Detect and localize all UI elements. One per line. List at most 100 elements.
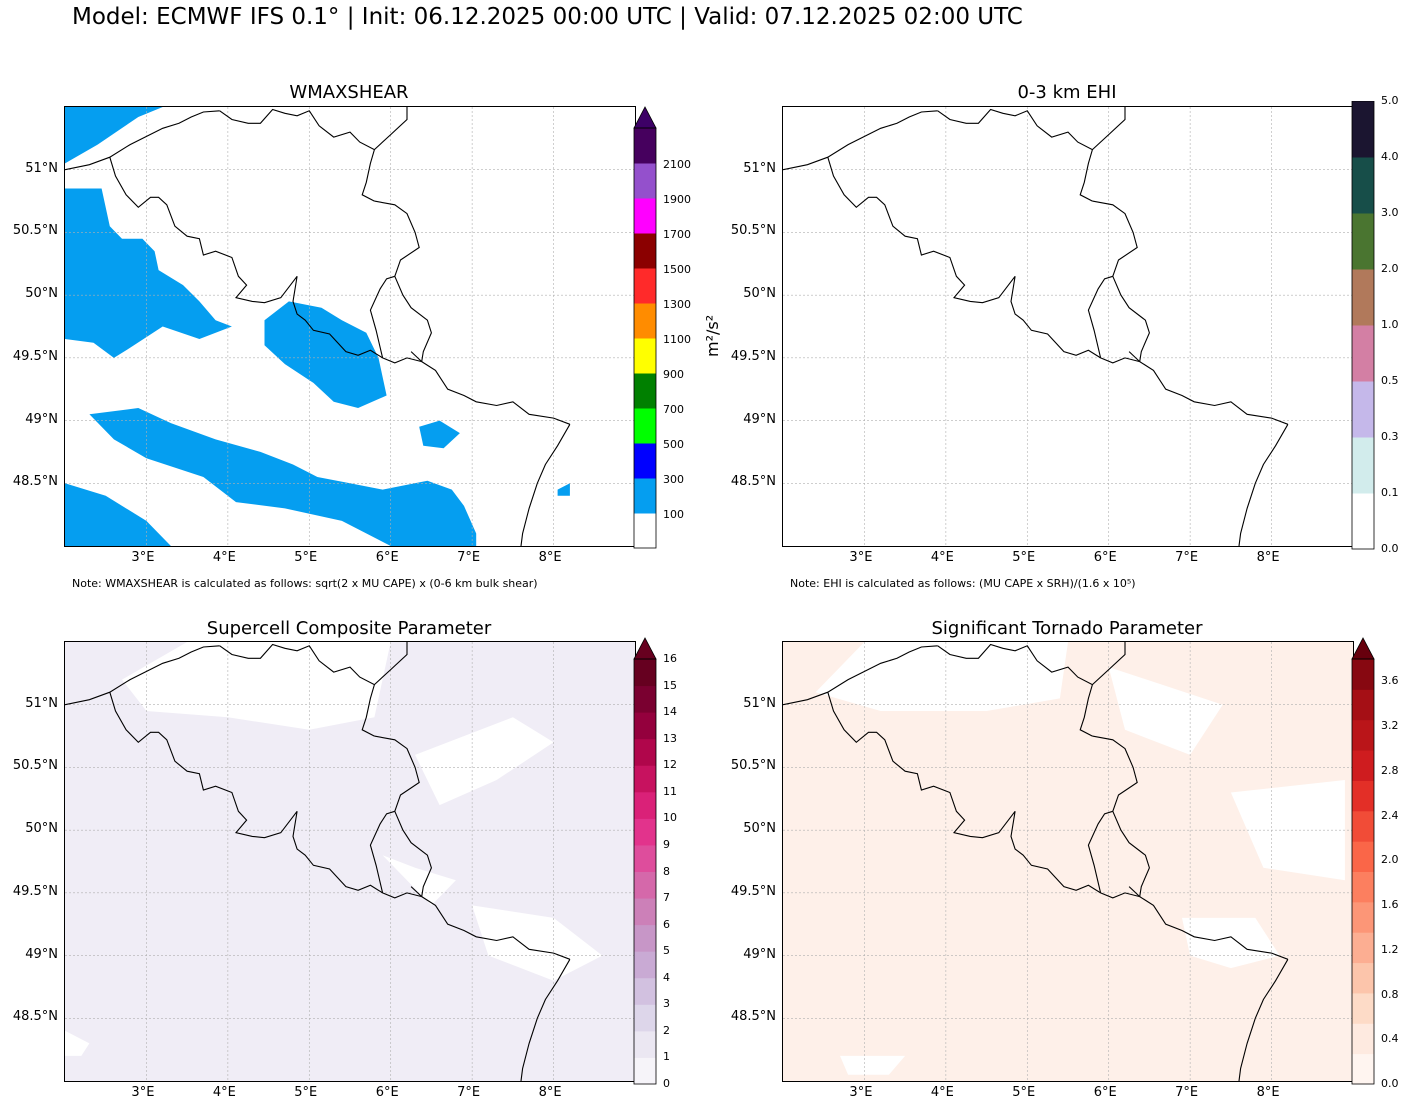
panel-title-supercell-composite-parameter: Supercell Composite Parameter	[206, 618, 492, 639]
colorbar-tick-label: 1.2	[1381, 942, 1399, 956]
colorbar-tick-label: 2	[663, 1023, 670, 1037]
colorbar-tick-label: 1.6	[1381, 898, 1399, 912]
colorbar-tick-label: 2.0	[1381, 853, 1399, 867]
lon-tick-label: 4°E	[212, 550, 236, 565]
colorbar-swatch	[634, 1030, 656, 1058]
colorbar-tick-label: 11	[663, 784, 677, 798]
colorbar-tick-label: 4.0	[1381, 150, 1399, 163]
colorbar-tick-label: 900	[663, 367, 684, 381]
field-contour	[557, 483, 570, 496]
colorbar-tick-label: 7	[663, 891, 670, 905]
lon-tick-label: 8°E	[538, 1085, 562, 1100]
colorbar-swatch	[1352, 689, 1374, 721]
colorbar-tick-label: 14	[663, 705, 677, 719]
colorbar-tick-label: 500	[663, 437, 684, 451]
lon-tick-label: 4°E	[212, 1085, 236, 1100]
country-border	[783, 110, 938, 171]
colorbar-swatch	[1352, 719, 1374, 751]
panel-title-0-3-km-ehi: 0-3 km EHI	[1017, 82, 1117, 103]
lon-tick-label: 7°E	[457, 550, 481, 565]
colorbar-swatch	[634, 233, 656, 269]
lon-tick-label: 4°E	[930, 1085, 954, 1100]
colorbar-swatch	[634, 791, 656, 819]
map-canvas	[783, 107, 1353, 546]
colorbar-tick-label: 1700	[663, 227, 691, 241]
colorbar	[633, 637, 657, 1090]
lat-tick-label: 50°N	[25, 821, 58, 837]
colorbar-swatch	[634, 478, 656, 514]
field-contour	[65, 483, 171, 546]
lat-tick-label: 50.5°N	[12, 758, 58, 774]
colorbar-outline	[1351, 100, 1375, 550]
map-significant-tornado-parameter[interactable]	[782, 641, 1354, 1082]
colorbar-swatch	[634, 765, 656, 793]
colorbar-swatch	[634, 712, 656, 740]
colorbar-swatch	[1352, 932, 1374, 964]
country-border	[1100, 892, 1140, 899]
colorbar-tick-label: 2100	[663, 157, 691, 171]
lon-tick-label: 8°E	[1256, 1085, 1280, 1100]
panel-note: Note: WMAXSHEAR is calculated as follows…	[72, 577, 538, 590]
country-border	[1128, 351, 1141, 363]
country-border	[1092, 200, 1138, 277]
colorbar-tick-label: 5.0	[1381, 94, 1399, 107]
country-border	[1087, 810, 1113, 894]
colorbar-swatch	[1352, 381, 1374, 438]
map-supercell-composite-parameter[interactable]	[64, 641, 636, 1082]
colorbar-tick-label: 1900	[663, 192, 691, 206]
colorbar-swatch	[634, 685, 656, 713]
colorbar-swatch	[634, 977, 656, 1005]
colorbar-tick-label: 5	[663, 944, 670, 958]
country-border	[65, 645, 220, 706]
colorbar-swatch	[634, 163, 656, 199]
country-border	[783, 645, 938, 706]
country-border	[219, 643, 376, 737]
country-border	[937, 108, 1094, 202]
colorbar	[1351, 637, 1375, 1090]
country-border	[394, 811, 432, 897]
colorbar-tick-label: 700	[663, 402, 684, 416]
map-canvas	[783, 642, 1353, 1081]
map-wmaxshear[interactable]	[64, 106, 636, 547]
map-0-3-km-ehi[interactable]	[782, 106, 1354, 547]
lat-tick-label: 51°N	[25, 160, 58, 176]
country-border	[1112, 276, 1150, 362]
colorbar-swatch	[634, 738, 656, 766]
country-border	[1112, 811, 1150, 897]
colorbar-swatch	[634, 871, 656, 899]
lat-tick-label: 49.5°N	[12, 883, 58, 899]
lat-tick-label: 48.5°N	[730, 1009, 776, 1025]
country-border	[369, 810, 395, 894]
country-border	[1092, 642, 1126, 686]
lat-tick-label: 48.5°N	[12, 1009, 58, 1025]
lat-tick-label: 50.5°N	[730, 758, 776, 774]
colorbar-tick-label: 8	[663, 864, 670, 878]
colorbar-swatch	[1352, 325, 1374, 382]
colorbar-tick-label: 300	[663, 472, 684, 486]
lon-tick-label: 3°E	[849, 550, 873, 565]
country-border	[1139, 361, 1289, 425]
country-border	[1092, 107, 1126, 151]
colorbar-swatch	[634, 1004, 656, 1032]
country-border	[520, 959, 571, 1081]
country-border	[410, 351, 423, 363]
field-contour	[89, 408, 477, 546]
colorbar-tick-label: 3.6	[1381, 674, 1399, 688]
map-canvas	[65, 642, 635, 1081]
colorbar-tick-label: 3	[663, 997, 670, 1011]
lon-tick-label: 6°E	[375, 1085, 399, 1100]
colorbar-tick-label: 0	[663, 1077, 670, 1090]
country-border	[219, 108, 376, 202]
colorbar-swatch	[1352, 493, 1374, 550]
lon-tick-label: 3°E	[849, 1085, 873, 1100]
colorbar-swatch	[634, 128, 656, 164]
colorbar-swatch	[1352, 157, 1374, 214]
lon-tick-label: 8°E	[538, 550, 562, 565]
colorbar-tick-label: 1100	[663, 332, 691, 346]
colorbar-tick-label: 4	[663, 970, 670, 984]
colorbar-extend-arrow	[1351, 637, 1375, 660]
country-border	[374, 200, 420, 277]
lon-tick-label: 7°E	[1175, 1085, 1199, 1100]
lat-tick-label: 49.5°N	[730, 883, 776, 899]
colorbar-swatch	[634, 408, 656, 444]
